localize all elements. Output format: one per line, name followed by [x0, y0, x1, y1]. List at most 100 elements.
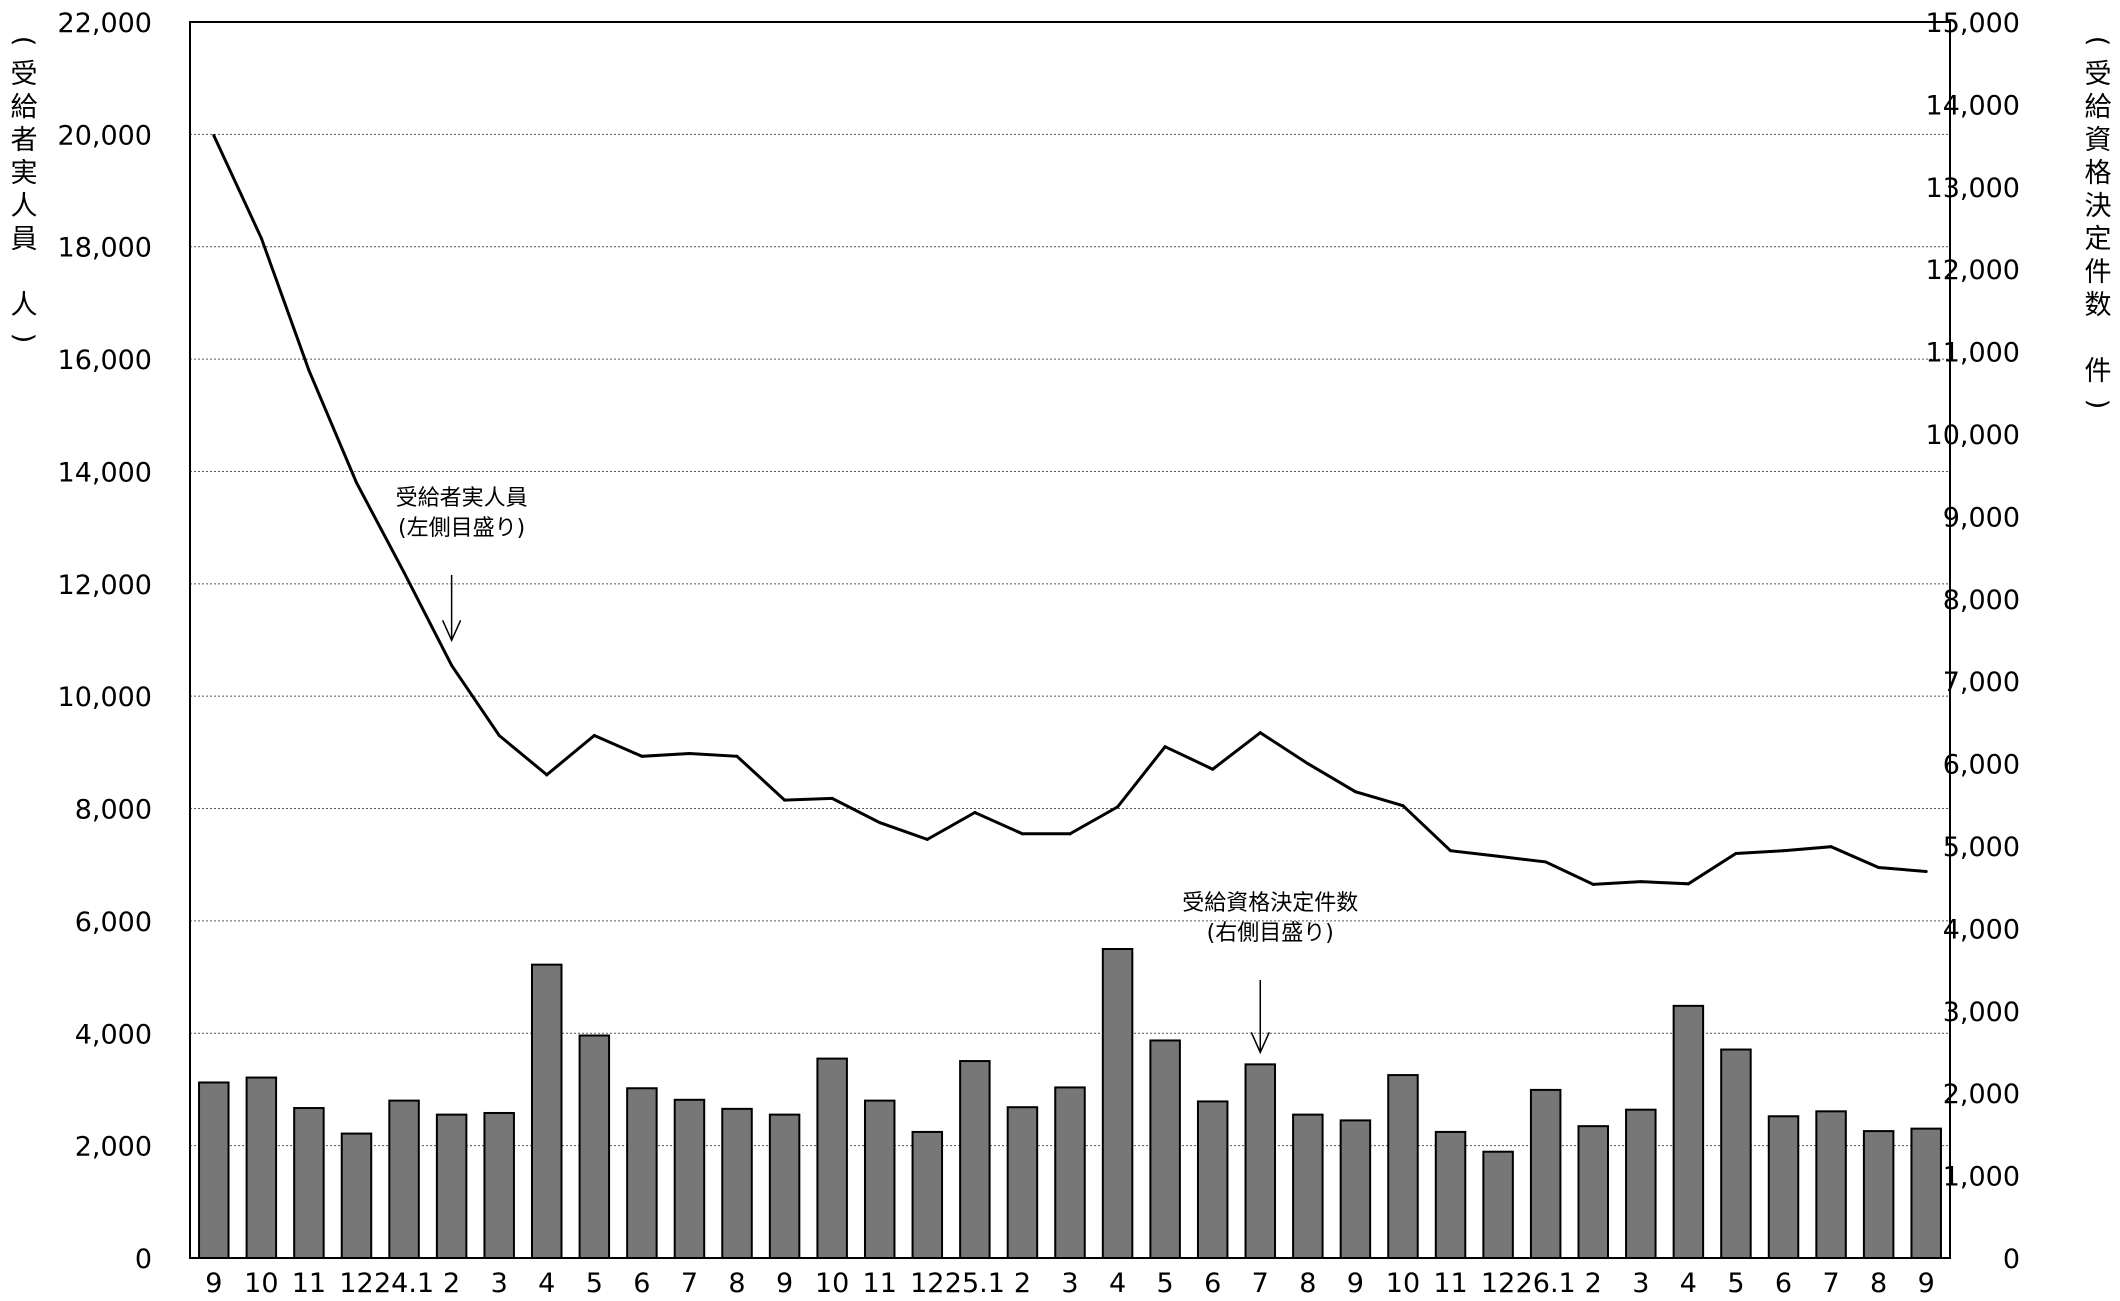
right-axis-title: (受給資格決定件数 件) [2082, 36, 2113, 410]
line-point [1163, 745, 1167, 749]
left-tick-label: 20,000 [58, 120, 152, 151]
line-point [1020, 832, 1024, 836]
axis-title-char: 人 [11, 290, 38, 321]
right-tick-label: 2,000 [1943, 1079, 2020, 1110]
line-point [1544, 860, 1548, 864]
line-point [783, 798, 787, 802]
right-tick-label: 15,000 [1926, 8, 2020, 39]
right-tick-label: 0 [2003, 1244, 2020, 1275]
category-label: 9 [1347, 1268, 1364, 1299]
line-point [830, 796, 834, 800]
line-point [1449, 849, 1453, 853]
category-label: 2 [443, 1268, 460, 1299]
category-label: 4 [1680, 1268, 1697, 1299]
bar [1482, 1150, 1514, 1259]
category-label: 5 [1727, 1268, 1744, 1299]
bar [626, 1087, 658, 1259]
bar [1577, 1125, 1609, 1260]
axis-title-char: 者 [11, 125, 38, 156]
axis-title-char: 人 [11, 191, 38, 222]
axis-title-char: 給 [11, 92, 38, 123]
bar [863, 1099, 896, 1259]
category-label: 12 [1481, 1268, 1515, 1299]
bar [1815, 1110, 1847, 1259]
category-label: 4 [538, 1268, 555, 1299]
axis-title-char: ( [8, 36, 39, 47]
category-label: 26.1 [1516, 1268, 1576, 1299]
bar [1149, 1039, 1181, 1259]
x-axis-tick-labels: 9 10 11 12 24.1 2 3 4 5 6 7 8 9 10 11 12 25.1 2 3 4 5 6 7 8 9 10 1… [205, 1268, 1935, 1299]
category-label: 5 [586, 1268, 603, 1299]
left-tick-label: 8,000 [75, 795, 152, 826]
category-label: 7 [1252, 1268, 1269, 1299]
line-point [1877, 866, 1881, 870]
bar [1196, 1100, 1229, 1259]
category-label: 10 [1386, 1268, 1420, 1299]
right-tick-label: 3,000 [1943, 997, 2020, 1028]
bar [1434, 1130, 1467, 1259]
axis-title-char: 件 [2085, 257, 2112, 288]
bar [1244, 1063, 1277, 1259]
bar [1910, 1127, 1942, 1259]
category-label: 6 [633, 1268, 650, 1299]
bar-series [198, 948, 1942, 1260]
bar [816, 1057, 848, 1260]
bar [959, 1060, 991, 1259]
annotation-text: 受給者実人員 [396, 486, 528, 511]
line-point [1496, 854, 1500, 858]
line-series [212, 133, 1928, 886]
line-point [1258, 731, 1262, 735]
line-point [354, 481, 358, 485]
line-point [1068, 832, 1072, 836]
bar [578, 1034, 611, 1260]
bar [1720, 1048, 1752, 1259]
bar [1101, 948, 1134, 1259]
category-label: 3 [491, 1268, 508, 1299]
category-label: 6 [1775, 1268, 1792, 1299]
line-point [212, 133, 216, 137]
line-point [1353, 790, 1357, 794]
bar [531, 963, 563, 1259]
line-point [402, 571, 406, 575]
right-tick-label: 7,000 [1943, 667, 2020, 698]
axis-title-char: ) [8, 333, 39, 344]
annotation-arrow-head [1250, 1032, 1270, 1055]
category-label: 25.1 [945, 1268, 1005, 1299]
category-label: 4 [1109, 1268, 1126, 1299]
bar [1339, 1119, 1372, 1259]
right-axis-tick-labels: 0 1,000 2,000 3,000 4,000 5,000 6,000 7,000 8,00… [1926, 8, 2020, 1275]
category-label: 9 [205, 1268, 222, 1299]
line-point [1306, 762, 1310, 766]
category-label: 8 [1870, 1268, 1887, 1299]
category-label: 12 [910, 1268, 944, 1299]
axis-title-char: 受 [2085, 59, 2112, 90]
bar [1054, 1086, 1086, 1259]
bar [1672, 1004, 1705, 1260]
left-tick-label: 2,000 [75, 1132, 152, 1163]
axis-title-char: 件 [2085, 356, 2112, 387]
right-tick-label: 11,000 [1926, 338, 2020, 369]
category-label: 12 [339, 1268, 373, 1299]
bar [673, 1098, 706, 1259]
bar [198, 1081, 230, 1260]
line-point [1211, 767, 1215, 771]
annotation-arrow-head [441, 619, 462, 643]
line-point [640, 754, 644, 758]
right-tick-label: 13,000 [1926, 173, 2020, 204]
category-label: 7 [681, 1268, 698, 1299]
line-point [973, 810, 977, 814]
left-tick-label: 0 [135, 1244, 152, 1275]
bar [245, 1076, 278, 1259]
line-point [735, 754, 739, 758]
left-axis-tick-labels: 0 2,000 4,000 6,000 8,000 10,000 12,000 14,000 1… [58, 8, 152, 1275]
left-tick-label: 22,000 [58, 8, 152, 39]
left-tick-label: 12,000 [58, 570, 152, 601]
category-label: 2 [1585, 1268, 1602, 1299]
right-tick-label: 4,000 [1943, 914, 2020, 945]
bar [293, 1107, 325, 1259]
bar [340, 1132, 373, 1260]
annotations: 受給者実人員 (左側目盛り) 受給資格決定件数 (右側目盛り) [396, 486, 1358, 1055]
category-label: 7 [1822, 1268, 1839, 1299]
line-point [687, 751, 691, 755]
